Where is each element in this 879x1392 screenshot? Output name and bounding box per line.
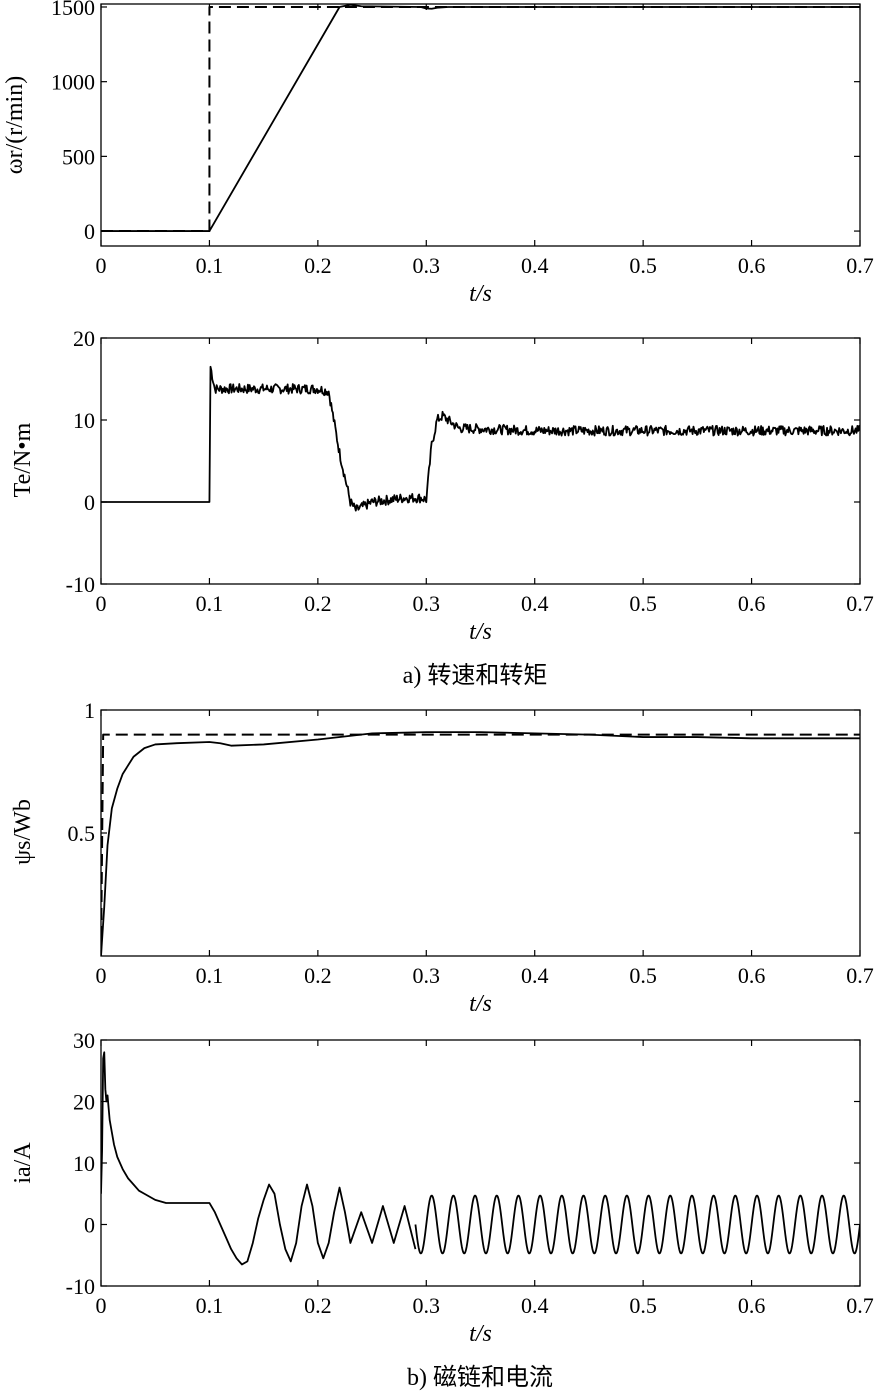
- x-tick-label: 0: [96, 1293, 107, 1318]
- panel-speed: 0 0.1 0.2 0.3 0.4 0.5 0.6 0.7 0 500 1000 1500 t/s ωr/…: [2, 0, 874, 307]
- y-tick-label: 1000: [51, 70, 95, 95]
- y-tick-label: 500: [62, 144, 95, 169]
- x-tick-label: 0.7: [846, 963, 874, 988]
- x-tick-label: 0.2: [304, 253, 332, 278]
- plot-frame: [100, 337, 861, 585]
- caption-b: b) 磁链和电流: [407, 1364, 553, 1391]
- y-tick-label: 0: [84, 490, 95, 515]
- x-tick-label: 0.6: [738, 253, 766, 278]
- x-tick-label: 0.4: [521, 253, 549, 278]
- response-solid-line: [101, 4, 860, 232]
- x-tick-label: 0.2: [304, 1293, 332, 1318]
- x-axis-label: t/s: [469, 619, 492, 645]
- x-tick-label: 0.3: [413, 253, 441, 278]
- y-axis-label: Te/N•m: [10, 422, 36, 497]
- response-solid-line: [414, 1194, 860, 1255]
- y-axis-label: ψs/Wb: [10, 799, 36, 865]
- x-tick-label: 0.4: [521, 963, 549, 988]
- y-axis-label: ia/A: [10, 1142, 36, 1184]
- x-tick-label: 0.1: [196, 963, 224, 988]
- x-tick-label: 0.1: [196, 591, 224, 616]
- y-tick-label: -10: [66, 1274, 95, 1299]
- x-tick-label: 0: [96, 963, 107, 988]
- x-tick-label: 0.7: [846, 591, 874, 616]
- x-tick-label: 0.5: [629, 253, 657, 278]
- x-tick-label: 0.2: [304, 591, 332, 616]
- y-tick-label: 0: [84, 219, 95, 244]
- x-tick-label: 0.4: [521, 1293, 549, 1318]
- plot-frame: [100, 3, 861, 247]
- x-tick-label: 0.3: [413, 963, 441, 988]
- y-tick-label: 20: [73, 1090, 95, 1115]
- x-tick-label: 0.7: [846, 253, 874, 278]
- panel-flux: 0 0.1 0.2 0.3 0.4 0.5 0.6 0.7 0.5 1 t/s ψs/Wb: [10, 698, 874, 1017]
- caption-a: a) 转速和转矩: [403, 662, 548, 689]
- reference-dashed-line: [101, 5, 860, 233]
- x-tick-label: 0: [96, 591, 107, 616]
- y-tick-label: 0: [84, 1213, 95, 1238]
- x-tick-label: 0.5: [629, 1293, 657, 1318]
- x-axis-label: t/s: [469, 1321, 492, 1347]
- y-axis-label: ωr/(r/min): [2, 76, 28, 174]
- x-tick-label: 0.1: [196, 253, 224, 278]
- y-tick-label: 1500: [51, 0, 95, 20]
- x-tick-label: 0.5: [629, 591, 657, 616]
- y-tick-label: 1: [84, 698, 95, 723]
- x-tick-label: 0.6: [738, 1293, 766, 1318]
- reference-dashed-line: [101, 733, 860, 956]
- x-tick-label: 0.5: [629, 963, 657, 988]
- x-tick-label: 0.7: [846, 1293, 874, 1318]
- y-tick-label: 10: [73, 1151, 95, 1176]
- x-tick-label: 0.4: [521, 591, 549, 616]
- response-solid-line: [101, 731, 860, 956]
- x-axis-label: t/s: [469, 991, 492, 1017]
- x-tick-label: 0.1: [196, 1293, 224, 1318]
- x-tick-label: 0.6: [738, 591, 766, 616]
- x-tick-label: 0.2: [304, 963, 332, 988]
- y-tick-label: 20: [73, 326, 95, 351]
- x-tick-label: 0: [96, 253, 107, 278]
- plot-frame: [100, 709, 861, 957]
- y-tick-label: -10: [66, 572, 95, 597]
- x-tick-label: 0.3: [413, 1293, 441, 1318]
- response-solid-line: [101, 1051, 417, 1266]
- y-tick-label: 10: [73, 408, 95, 433]
- x-tick-label: 0.3: [413, 591, 441, 616]
- response-solid-line: [101, 365, 860, 512]
- y-tick-label: 0.5: [68, 821, 96, 846]
- plot-frame: [100, 1039, 861, 1287]
- x-tick-label: 0.6: [738, 963, 766, 988]
- y-tick-label: 30: [73, 1028, 95, 1053]
- x-axis-label: t/s: [469, 281, 492, 307]
